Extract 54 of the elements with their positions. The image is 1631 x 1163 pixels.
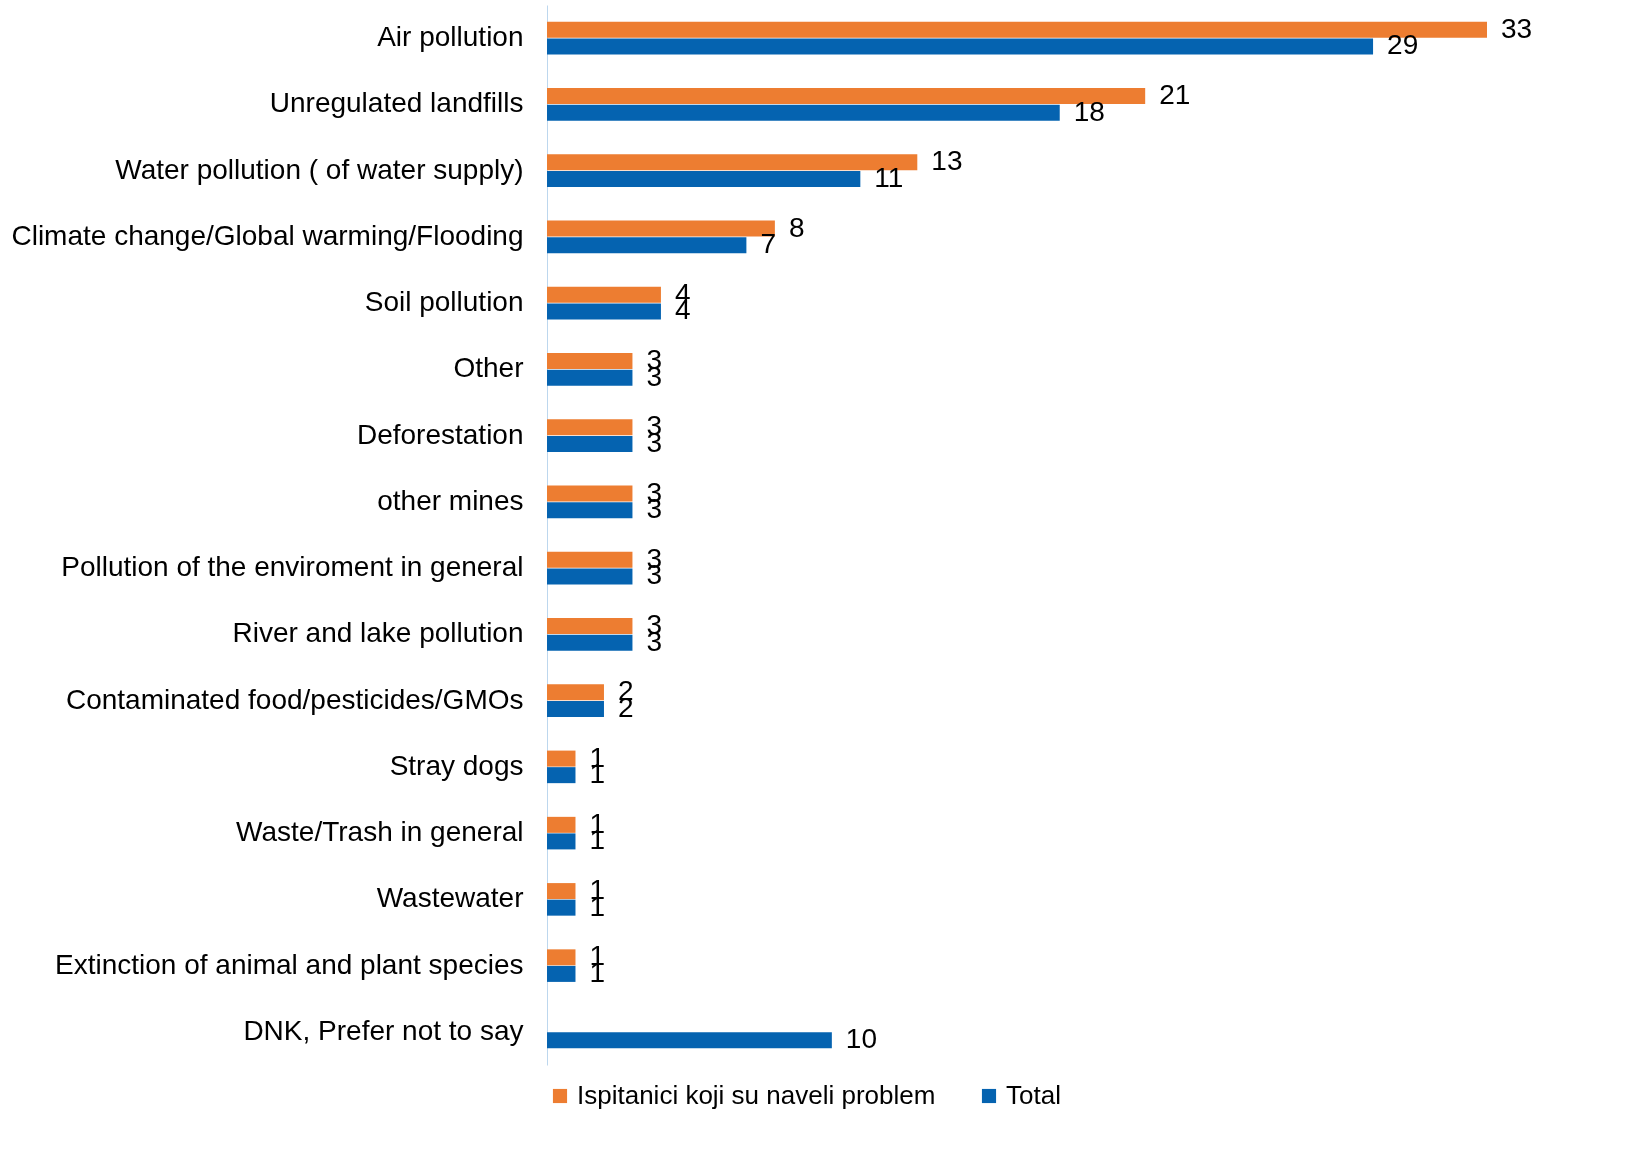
bar bbox=[547, 767, 576, 784]
y-tick-label: Deforestation bbox=[356, 418, 524, 450]
bar bbox=[547, 833, 576, 850]
y-tick-label: other mines bbox=[377, 484, 524, 516]
bar bbox=[547, 551, 633, 568]
bar bbox=[547, 899, 576, 916]
bar bbox=[547, 965, 576, 982]
bar bbox=[547, 883, 576, 900]
bar bbox=[547, 1032, 832, 1049]
y-tick-label: Climate change/Global warming/Flooding bbox=[11, 219, 524, 251]
data-label: 7 bbox=[760, 228, 776, 260]
legend-label: Ispitanici koji su naveli problem bbox=[577, 1080, 936, 1110]
bar bbox=[547, 237, 747, 254]
y-tick-label: Stray dogs bbox=[389, 749, 524, 781]
bar bbox=[547, 618, 633, 635]
y-tick-label: Waste/Trash in general bbox=[236, 816, 524, 848]
y-tick-label: Water pollution ( of water supply) bbox=[115, 153, 524, 185]
bar bbox=[547, 684, 604, 701]
data-label: 29 bbox=[1387, 29, 1419, 61]
bar bbox=[547, 485, 633, 502]
data-label: 13 bbox=[931, 145, 963, 177]
y-tick-label: Extinction of animal and plant species bbox=[55, 948, 524, 980]
bar bbox=[547, 700, 604, 717]
bar bbox=[547, 568, 633, 585]
bar bbox=[547, 104, 1060, 121]
bar bbox=[547, 170, 861, 187]
bar bbox=[547, 419, 633, 436]
bar bbox=[547, 816, 576, 833]
data-label: 21 bbox=[1159, 79, 1191, 111]
data-label: 33 bbox=[1501, 12, 1533, 44]
bar bbox=[547, 303, 661, 320]
legend-label: Total bbox=[1006, 1080, 1061, 1110]
bar bbox=[547, 949, 576, 966]
bar bbox=[547, 38, 1374, 55]
bar bbox=[547, 750, 576, 767]
y-tick-label: Other bbox=[453, 352, 524, 384]
bar bbox=[547, 435, 633, 452]
bar bbox=[547, 502, 633, 519]
bar bbox=[547, 353, 633, 370]
y-tick-label: River and lake pollution bbox=[232, 617, 524, 649]
data-label: 18 bbox=[1073, 95, 1105, 127]
y-tick-label: Pollution of the enviroment in general bbox=[61, 551, 524, 583]
y-tick-label: Air pollution bbox=[377, 21, 524, 53]
y-tick-label: Soil pollution bbox=[364, 286, 524, 318]
data-label: 8 bbox=[788, 211, 805, 243]
y-tick-label: Unregulated landfills bbox=[269, 87, 524, 119]
data-label: 10 bbox=[845, 1023, 877, 1055]
bar bbox=[547, 286, 661, 303]
bar bbox=[547, 369, 633, 386]
data-label: 11 bbox=[874, 161, 904, 193]
y-tick-label: Contaminated food/pesticides/GMOs bbox=[65, 683, 524, 715]
bar bbox=[547, 634, 633, 651]
y-tick-label: DNK, Prefer not to say bbox=[243, 1014, 524, 1046]
y-tick-label: Wastewater bbox=[376, 882, 524, 914]
